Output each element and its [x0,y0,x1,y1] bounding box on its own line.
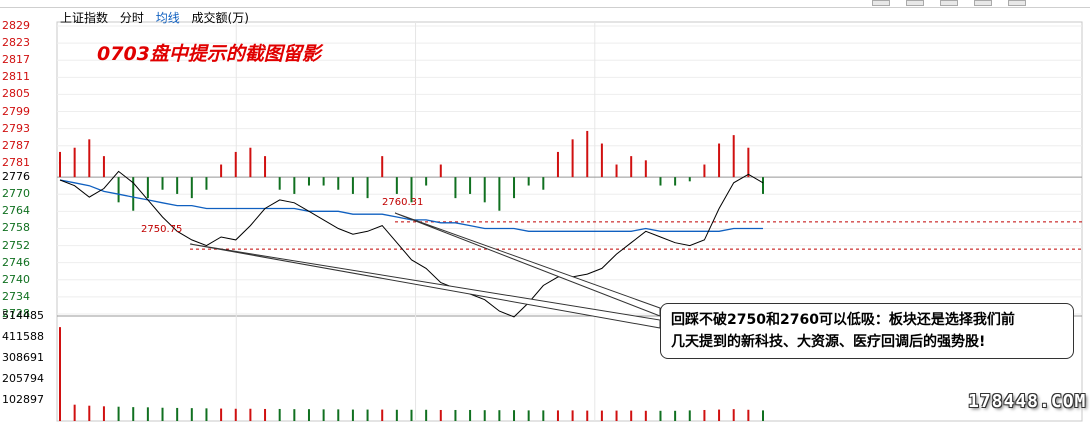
view-intraday-tab[interactable]: 分时 [119,11,144,25]
low-level-label: 2750.75 [141,224,183,235]
price-tick-5: 2799 [2,104,30,118]
callout-bubble: 回踩不破2750和2760可以低吸：板块还是选择我们前 几天提到的新科技、大资源… [660,303,1074,359]
volume-tick-2: 308691 [2,351,44,364]
close-button[interactable] [1008,0,1026,6]
volume-tick-4: 102897 [2,393,44,406]
callout-line-2: 几天提到的新科技、大资源、医疗回调后的强势股! [671,334,986,350]
price-tick-11: 2764 [2,204,30,218]
price-tick-16: 2734 [2,289,30,303]
restore-button[interactable] [940,0,958,6]
price-tick-7: 2787 [2,138,30,152]
price-tick-1: 2823 [2,36,30,50]
view-avg-tab[interactable]: 均线 [155,11,180,25]
price-tick-9: 2776 [2,170,30,184]
price-tick-15: 2740 [2,272,30,286]
volume-tick-3: 205794 [2,372,44,385]
callout-line-1: 回踩不破2750和2760可以低吸：板块还是选择我们前 [671,312,1015,328]
price-line [59,170,764,318]
price-tick-0: 2829 [2,19,30,32]
maximize-button[interactable] [906,0,924,6]
price-tick-10: 2770 [2,187,30,201]
index-name: 上证指数 [60,11,109,25]
chart-legend: 上证指数 分时 均线 成交额(万) [60,9,257,26]
price-tick-3: 2811 [2,70,30,84]
price-tick-2: 2817 [2,53,30,67]
high-level-label: 2760.31 [382,197,424,208]
volume-unit: 成交额(万) [191,11,249,25]
price-tick-6: 2793 [2,121,30,135]
settings-button[interactable] [974,0,992,6]
price-tick-14: 2746 [2,255,30,269]
price-tick-17: 2728 [2,307,30,320]
site-watermark: 178448.COM [968,391,1087,412]
price-tick-8: 2781 [2,155,30,169]
volume-tick-0: 514485 [2,309,44,322]
price-tick-4: 2805 [2,87,30,101]
price-tick-13: 2752 [2,238,30,252]
minimize-button[interactable] [872,0,890,6]
screenshot-title: 0703盘中提示的截图留影 [97,43,321,65]
volume-tick-1: 411588 [2,330,44,343]
window-top-bar [0,0,1090,8]
price-tick-12: 2758 [2,221,30,235]
